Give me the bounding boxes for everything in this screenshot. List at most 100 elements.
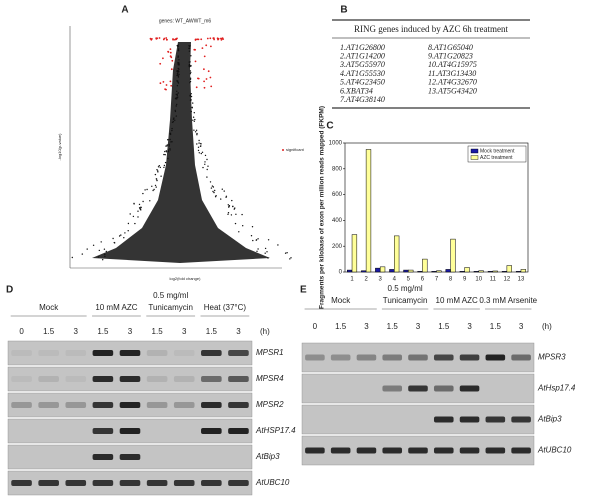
- point: [211, 185, 214, 187]
- gene-entry: 1.AT1G26800: [340, 43, 385, 52]
- point: [171, 129, 173, 132]
- x-tick-label: 3: [379, 277, 383, 283]
- gel-band: [11, 402, 32, 408]
- gel-band: [459, 447, 480, 454]
- point: [212, 190, 214, 193]
- bar: [389, 269, 395, 273]
- bar: [351, 234, 358, 273]
- point: [193, 129, 195, 131]
- x-tick-label: 6: [421, 277, 425, 283]
- gene-entry: 7.AT4G38140: [340, 95, 385, 104]
- significant-point: [195, 86, 198, 89]
- point: [134, 222, 136, 225]
- bar: [417, 271, 423, 273]
- gel-band: [146, 402, 168, 408]
- gel-band: [408, 385, 428, 392]
- significant-point: [159, 82, 162, 85]
- point: [227, 213, 229, 215]
- point: [165, 151, 168, 153]
- gel-band: [228, 402, 249, 408]
- significant-point: [203, 80, 206, 83]
- significant-point: [205, 78, 208, 80]
- point: [213, 191, 215, 194]
- point: [172, 118, 175, 120]
- point: [189, 78, 192, 81]
- point: [140, 209, 142, 211]
- significant-point: [169, 80, 172, 83]
- significant-point: [197, 77, 199, 80]
- gene-label: AtUBC10: [255, 478, 290, 487]
- point: [193, 112, 195, 114]
- time-label: 1.5: [335, 322, 347, 331]
- gel-band: [433, 354, 454, 361]
- gel-band: [511, 447, 531, 454]
- point: [157, 166, 160, 168]
- gel-band: [485, 447, 506, 454]
- significant-point: [172, 38, 174, 40]
- point: [163, 153, 165, 156]
- bar: [422, 258, 428, 273]
- point: [204, 154, 207, 157]
- bar: [347, 269, 353, 273]
- x-tick-label: 8: [449, 277, 453, 283]
- gel-band: [92, 402, 114, 408]
- unit-label: (h): [260, 327, 270, 336]
- point: [189, 73, 192, 75]
- time-label: 3: [128, 327, 133, 336]
- point: [190, 93, 192, 95]
- table-title: RING genes induced by AZC 6h treatment: [354, 24, 508, 34]
- significant-point: [194, 48, 197, 51]
- point: [132, 215, 135, 218]
- significant-point: [209, 37, 212, 40]
- point: [221, 188, 223, 190]
- point: [169, 133, 171, 135]
- point: [190, 95, 193, 98]
- point: [214, 189, 216, 192]
- time-label: 1.5: [387, 322, 399, 331]
- bar: [501, 271, 508, 273]
- x-tick-label: 13: [518, 277, 525, 283]
- significant-point: [200, 38, 203, 41]
- bar: [473, 271, 479, 273]
- point: [228, 206, 230, 208]
- gel-band: [485, 354, 506, 361]
- point: [153, 188, 155, 191]
- legend-label: Mock treatment: [480, 148, 515, 154]
- point: [157, 171, 159, 173]
- point: [255, 239, 257, 241]
- point: [177, 92, 179, 94]
- point: [92, 244, 95, 246]
- point: [289, 258, 291, 260]
- significant-point: [205, 44, 208, 47]
- bar: [515, 271, 522, 273]
- significant-point: [170, 68, 173, 71]
- group-label: Tunicamycin: [383, 296, 428, 305]
- time-label: 1.5: [43, 327, 55, 336]
- significant-point: [203, 55, 206, 58]
- point: [103, 248, 106, 250]
- x-tick-label: 10: [475, 277, 482, 283]
- gel-band: [173, 376, 195, 382]
- point: [133, 203, 135, 205]
- point: [154, 184, 157, 187]
- gene-label: MPSR4: [256, 374, 284, 383]
- point: [174, 98, 177, 100]
- point: [264, 247, 267, 250]
- gene-label: AtHsp17.4: [537, 384, 576, 393]
- point: [167, 151, 170, 153]
- significant-point: [209, 76, 212, 79]
- gel-band: [65, 350, 87, 356]
- x-tick-label: 4: [393, 277, 397, 283]
- bar: [459, 271, 465, 273]
- point: [167, 139, 169, 141]
- panel-label: B: [340, 5, 347, 16]
- gel-band: [201, 350, 222, 356]
- gel-band: [228, 350, 249, 356]
- point: [251, 226, 254, 228]
- point: [177, 46, 179, 48]
- bar: [375, 267, 381, 273]
- significant-point: [210, 45, 212, 48]
- point: [102, 259, 104, 261]
- point: [209, 181, 212, 183]
